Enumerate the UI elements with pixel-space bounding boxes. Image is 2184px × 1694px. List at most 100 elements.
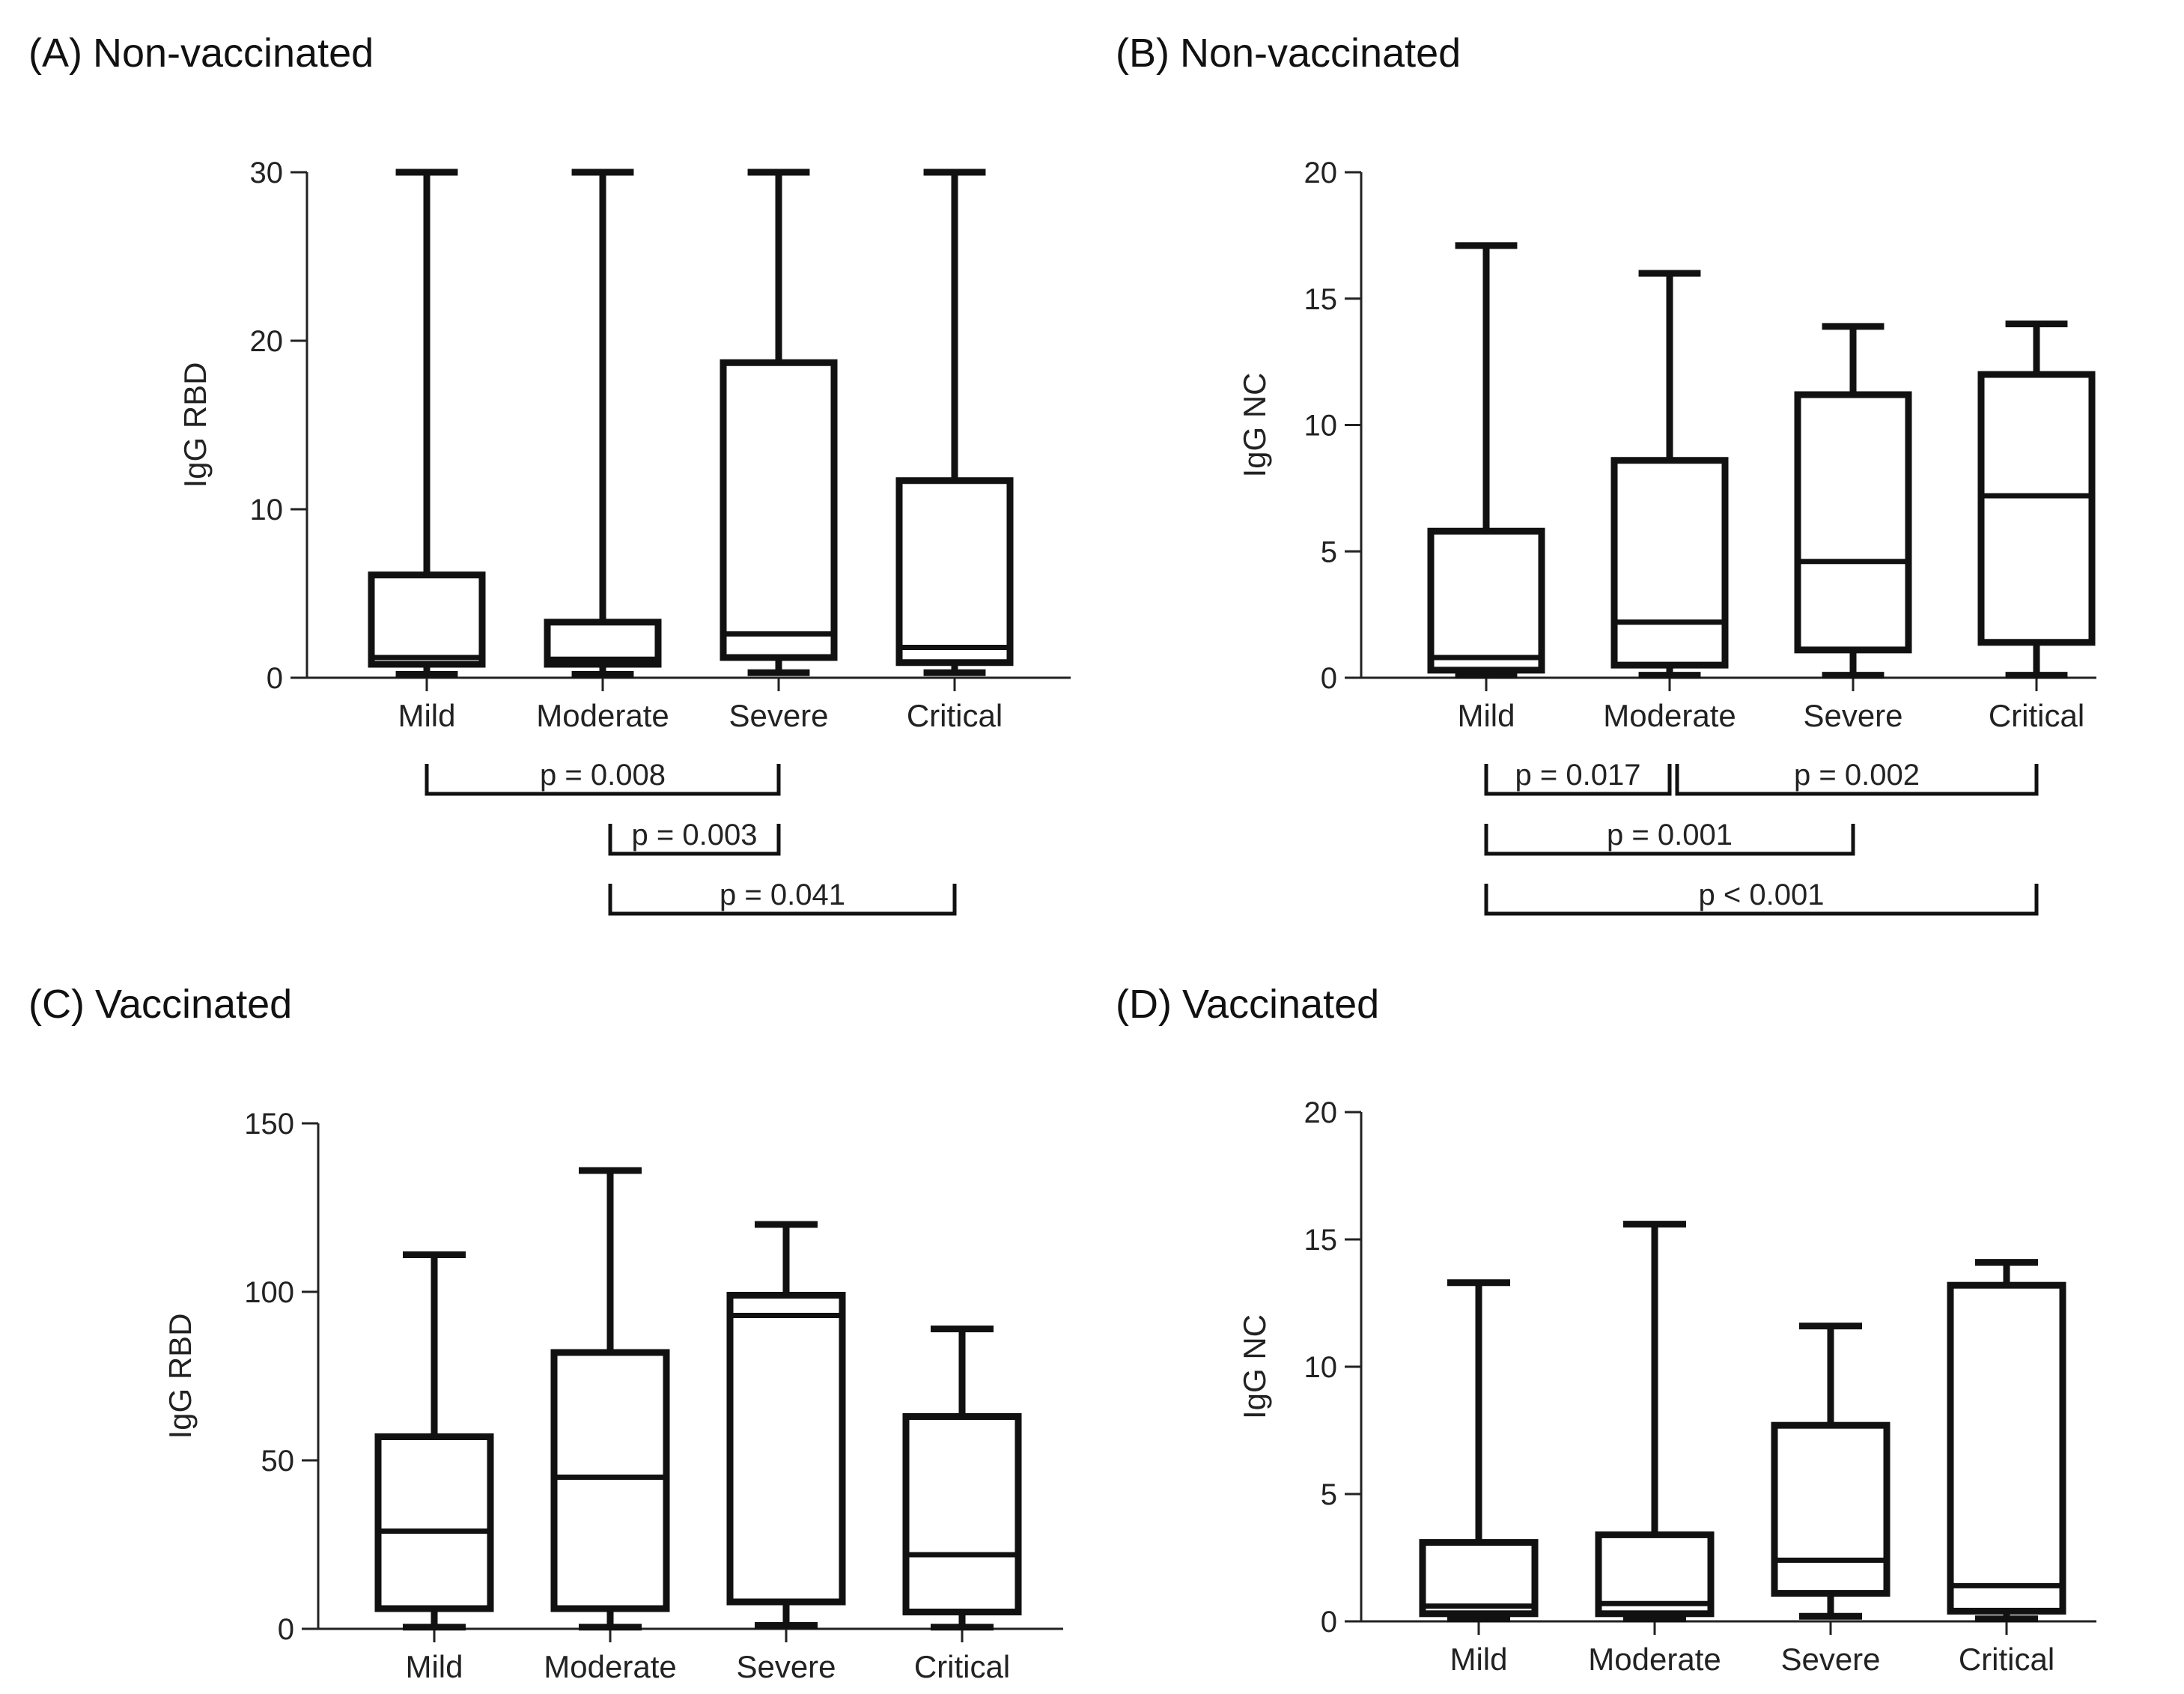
y-axis-title: IgG RBD [177, 362, 213, 488]
box-critical [902, 1326, 1022, 1631]
y-axis-title: IgG NC [1237, 1314, 1272, 1419]
panel-d-heading: Vaccinated [1181, 982, 1380, 1027]
panel-a-heading: Non-vaccinated [92, 31, 374, 76]
y-tick-label: 15 [1304, 1224, 1338, 1257]
iqr-box [1610, 457, 1729, 669]
box-severe [1771, 1323, 1891, 1620]
x-tick-label: Severe [1780, 1642, 1880, 1677]
bracket-line [1484, 824, 1855, 856]
box-mild [374, 1251, 494, 1631]
iqr-box [1595, 1531, 1715, 1618]
bracket-line [608, 824, 781, 856]
x-tick-label: Critical [907, 698, 1003, 733]
significance-bracket: p < 0.001 [1484, 878, 2039, 916]
x-tick-label: Moderate [544, 1649, 676, 1684]
y-tick-label: 20 [1304, 157, 1338, 189]
y-tick-label: 20 [250, 325, 284, 358]
iqr-box [1947, 1281, 2066, 1615]
panel-a-letter: (A) [28, 31, 82, 76]
x-tick-label: Critical [1959, 1642, 2054, 1677]
bracket-line [425, 764, 781, 796]
significance-bracket: p = 0.002 [1675, 759, 2039, 796]
iqr-box [550, 1349, 670, 1612]
iqr-box [544, 619, 662, 668]
x-tick-label: Moderate [1588, 1642, 1721, 1677]
p-value-label: p = 0.003 [632, 819, 758, 851]
significance-bracket: p = 0.008 [425, 759, 781, 796]
x-tick-label: Moderate [1603, 698, 1736, 733]
p-value-label: p < 0.001 [1699, 878, 1825, 911]
x-tick-label: Severe [1803, 698, 1902, 733]
box-critical [1977, 321, 2096, 679]
x-tick-label: Critical [914, 1649, 1010, 1684]
x-tick-label: Moderate [536, 698, 669, 733]
p-value-label: p = 0.041 [720, 878, 845, 911]
box-mild [1427, 242, 1545, 679]
panel-c-heading: Vaccinated [94, 982, 293, 1027]
box-moderate [1595, 1221, 1715, 1623]
significance-bracket: p = 0.003 [608, 819, 781, 856]
significance-bracket: p = 0.041 [608, 878, 957, 916]
bracket-line [1484, 764, 1672, 796]
box-severe [726, 1221, 846, 1629]
bracket-line [608, 884, 957, 916]
x-tick-label: Critical [1989, 698, 2084, 733]
panel-d-title: (D) Vaccinated [1116, 981, 1379, 1027]
box-severe [1794, 323, 1912, 679]
y-axis-title: IgG NC [1237, 372, 1272, 477]
significance-bracket: p = 0.001 [1484, 819, 1855, 856]
y-tick-label: 150 [244, 1108, 294, 1141]
y-tick-label: 30 [250, 157, 284, 189]
y-tick-label: 10 [1304, 1351, 1338, 1384]
iqr-box [1977, 371, 2096, 646]
x-tick-label: Severe [736, 1649, 836, 1684]
x-tick-label: Mild [1457, 698, 1515, 733]
panel-b-letter: (B) [1116, 31, 1169, 76]
y-tick-label: 10 [250, 494, 284, 526]
panel-b-title: (B) Non-vaccinated [1116, 30, 1461, 76]
bracket-line [1675, 764, 2039, 796]
bracket-line [1484, 884, 2039, 916]
iqr-box [1771, 1421, 1891, 1597]
y-tick-label: 0 [1321, 1606, 1337, 1639]
iqr-box [720, 359, 838, 661]
y-tick-label: 5 [1321, 1478, 1337, 1511]
y-axis-title: IgG RBD [162, 1313, 198, 1439]
p-value-label: p = 0.001 [1607, 819, 1733, 851]
iqr-box [368, 571, 486, 668]
box-moderate [1610, 270, 1729, 679]
y-tick-label: 50 [261, 1445, 295, 1478]
y-tick-label: 10 [1304, 410, 1338, 443]
panel-c-letter: (C) [28, 982, 85, 1027]
iqr-box [1794, 391, 1912, 654]
y-tick-label: 0 [267, 662, 283, 695]
iqr-box [895, 477, 1014, 667]
y-tick-label: 20 [1304, 1096, 1338, 1129]
x-tick-label: Severe [728, 698, 828, 733]
iqr-box [1419, 1539, 1539, 1618]
iqr-box [726, 1292, 846, 1606]
y-tick-label: 0 [1321, 662, 1337, 695]
y-tick-label: 15 [1304, 283, 1338, 316]
box-moderate [550, 1167, 670, 1631]
panel-b-heading: Non-vaccinated [1179, 31, 1461, 76]
box-moderate [544, 169, 662, 678]
p-value-label: p = 0.017 [1515, 759, 1641, 792]
iqr-box [902, 1413, 1022, 1615]
x-tick-label: Mild [1450, 1642, 1507, 1677]
box-severe [720, 169, 838, 676]
significance-bracket: p = 0.017 [1484, 759, 1672, 796]
x-tick-label: Mild [398, 698, 455, 733]
box-mild [368, 169, 486, 678]
iqr-box [1427, 527, 1545, 674]
y-tick-label: 100 [244, 1276, 294, 1309]
box-critical [1947, 1259, 2066, 1623]
panel-d-letter: (D) [1116, 982, 1172, 1027]
panel-c-title: (C) Vaccinated [28, 981, 292, 1027]
iqr-box [374, 1433, 494, 1612]
x-tick-label: Mild [405, 1649, 463, 1684]
p-value-label: p = 0.002 [1794, 759, 1920, 792]
